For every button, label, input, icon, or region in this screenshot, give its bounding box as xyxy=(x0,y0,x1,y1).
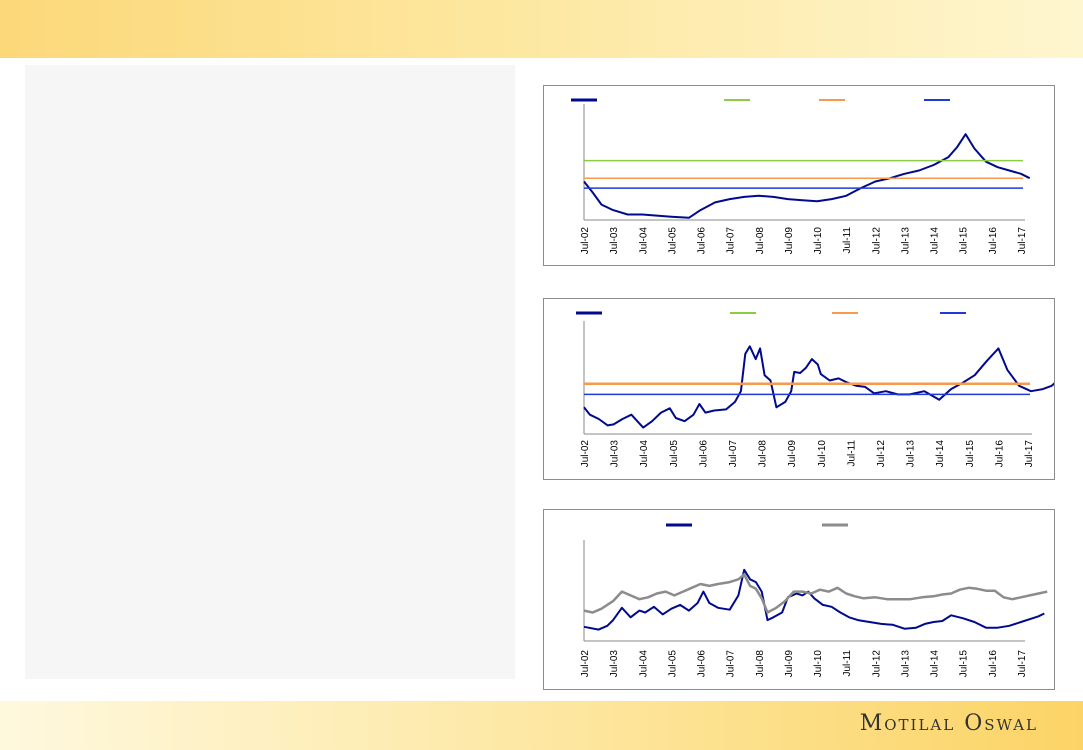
x-tick-label: Jul-03 xyxy=(609,650,620,678)
x-tick-label: Jul-10 xyxy=(813,650,824,678)
x-tick-label: Jul-16 xyxy=(988,227,999,255)
x-tick-label: Jul-03 xyxy=(609,227,620,255)
series-line xyxy=(583,568,1045,631)
x-tick-label: Jul-17 xyxy=(1017,650,1028,678)
x-tick-label: Jul-03 xyxy=(610,440,621,468)
x-tick-label: Jul-10 xyxy=(813,227,824,255)
x-tick-label: Jul-15 xyxy=(959,650,970,678)
x-tick-label: Jul-11 xyxy=(842,650,853,677)
x-tick-label: Jul-06 xyxy=(698,440,709,468)
chart-2: Jul-02 Jul-03 Jul-04 Jul-05 Jul-06 Jul-07 Jul-… xyxy=(543,298,1055,480)
x-tick-label: Jul-05 xyxy=(669,440,680,468)
x-tick-label: Jul-02 xyxy=(580,650,591,678)
series-line xyxy=(583,133,1031,219)
chart-1: Jul-02 Jul-03 Jul-04 Jul-05 Jul-06 Jul-07 Jul-… xyxy=(543,85,1055,266)
x-tick-label: Jul-09 xyxy=(784,650,795,678)
x-tick-label: Jul-15 xyxy=(965,440,976,468)
x-tick-label: Jul-06 xyxy=(697,227,708,255)
x-tick-label: Jul-07 xyxy=(726,650,737,678)
x-tick-label: Jul-15 xyxy=(959,227,970,255)
chart-2-svg: Jul-02 Jul-03 Jul-04 Jul-05 Jul-06 Jul-07 Jul-… xyxy=(576,311,1054,468)
text-panel xyxy=(25,65,515,679)
x-tick-label: Jul-17 xyxy=(1024,440,1035,468)
series-line xyxy=(583,345,1054,429)
x-tick-label: Jul-11 xyxy=(846,440,857,467)
x-tick-label: Jul-02 xyxy=(580,227,591,255)
x-tick-label: Jul-13 xyxy=(906,440,917,468)
chart-3-svg: Jul-02 Jul-03 Jul-04 Jul-05 Jul-06 Jul-07 Jul-… xyxy=(580,523,1048,678)
x-tick-label: Jul-07 xyxy=(726,227,737,255)
chart-1-svg: Jul-02 Jul-03 Jul-04 Jul-05 Jul-06 Jul-07 Jul-… xyxy=(571,98,1031,255)
x-tick-label: Jul-08 xyxy=(755,650,766,678)
x-tick-label: Jul-12 xyxy=(871,227,882,255)
x-tick-label: Jul-06 xyxy=(697,650,708,678)
x-tick-label: Jul-11 xyxy=(842,227,853,254)
x-tick-label: Jul-05 xyxy=(667,227,678,255)
x-tick-label: Jul-04 xyxy=(639,440,650,468)
x-tick-label: Jul-13 xyxy=(900,227,911,255)
x-tick-label: Jul-08 xyxy=(755,227,766,255)
x-tick-label: Jul-16 xyxy=(988,650,999,678)
x-tick-label: Jul-10 xyxy=(817,440,828,468)
brand-logo: Motilal Oswal xyxy=(859,711,1038,736)
x-tick-label: Jul-05 xyxy=(667,650,678,678)
chart-3: Jul-02 Jul-03 Jul-04 Jul-05 Jul-06 Jul-07 Jul-… xyxy=(543,509,1055,690)
x-tick-label: Jul-04 xyxy=(638,650,649,678)
x-tick-label: Jul-13 xyxy=(900,650,911,678)
x-tick-label: Jul-14 xyxy=(935,440,946,468)
footer-band xyxy=(0,701,1083,750)
x-tick-label: Jul-14 xyxy=(930,227,941,255)
x-tick-label: Jul-16 xyxy=(994,440,1005,468)
x-tick-label: Jul-09 xyxy=(787,440,798,468)
x-tick-label: Jul-12 xyxy=(871,650,882,678)
x-tick-label: Jul-07 xyxy=(728,440,739,468)
series-line xyxy=(583,573,1048,614)
x-tick-label: Jul-12 xyxy=(876,440,887,468)
x-tick-label: Jul-02 xyxy=(580,440,591,468)
x-tick-label: Jul-14 xyxy=(930,650,941,678)
header-band xyxy=(0,0,1083,58)
x-tick-label: Jul-09 xyxy=(784,227,795,255)
x-tick-label: Jul-17 xyxy=(1017,227,1028,255)
x-tick-label: Jul-08 xyxy=(758,440,769,468)
x-tick-label: Jul-04 xyxy=(638,227,649,255)
